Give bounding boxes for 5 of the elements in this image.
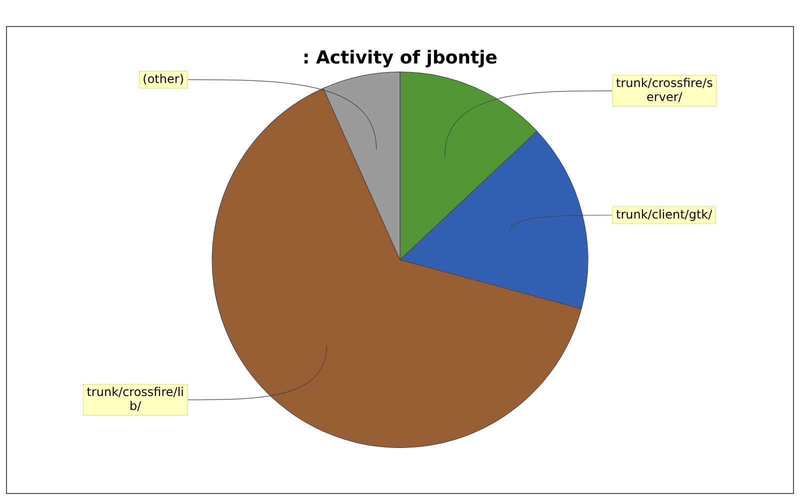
slice-label: trunk/crossfire/lib/ (86, 384, 184, 413)
slice-label: trunk/crossfire/server/ (616, 76, 713, 104)
chart-title: : Activity of jbontje (302, 47, 498, 68)
slice-label: trunk/client/gtk/ (616, 207, 714, 222)
slice-label: (other) (142, 72, 184, 86)
